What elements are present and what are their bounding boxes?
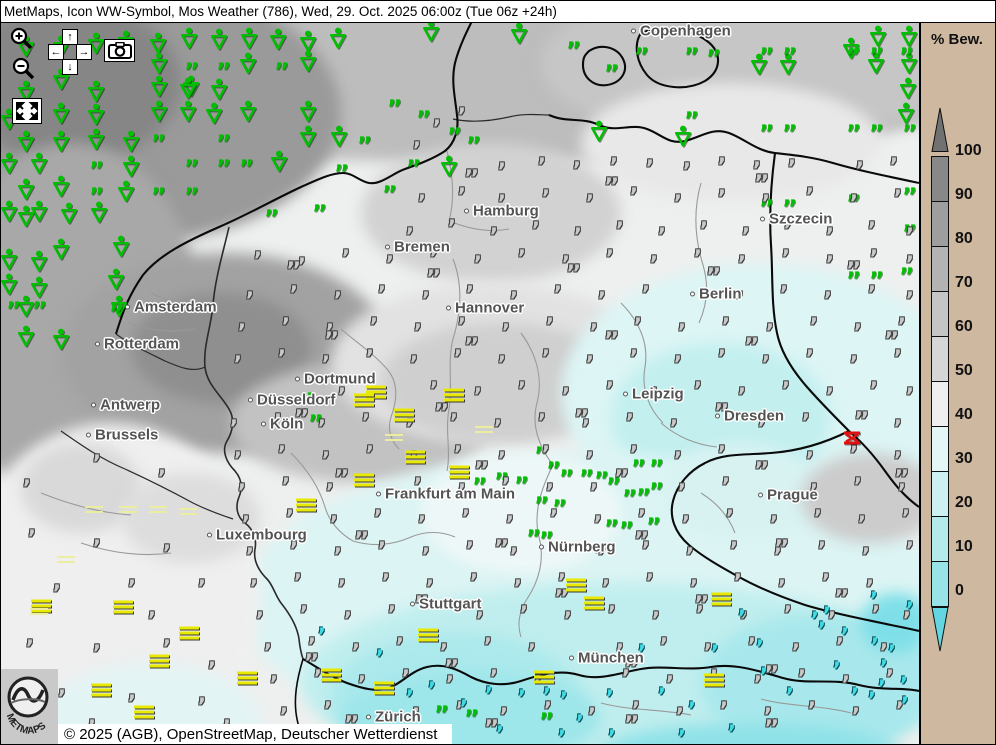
legend-tick-label: 20 (955, 494, 973, 511)
legend-segment (931, 561, 949, 607)
legend-segment (931, 516, 949, 562)
legend-segment (931, 291, 949, 337)
legend-tick-label: 0 (955, 582, 964, 599)
expand-icon (15, 101, 39, 121)
pan-right-button[interactable]: → (76, 44, 92, 60)
zoom-in-button[interactable] (9, 26, 37, 54)
legend-tick-label: 50 (955, 362, 973, 379)
legend-segment (931, 246, 949, 292)
legend-tip-top (931, 107, 949, 152)
arrow-right-icon: → (78, 45, 90, 58)
cloud-blob (861, 593, 919, 653)
fullscreen-button[interactable] (12, 98, 42, 124)
legend-segment (931, 201, 949, 247)
legend-title: % Bew. (931, 31, 983, 48)
legend-segment (931, 336, 949, 382)
title-bar: MetMaps, Icon WW-Symbol, Mos Weather (78… (1, 1, 995, 23)
legend-tick-label: 40 (955, 406, 973, 423)
legend-panel: % Bew. 100 90 80 70 60 50 40 30 20 10 0 (919, 23, 995, 744)
pan-left-button[interactable]: ← (48, 44, 64, 60)
copyright-bar: © 2025 (AGB), OpenStreetMap, Deutscher W… (58, 724, 452, 744)
legend-segment (931, 426, 949, 472)
legend-tick-label: 100 (955, 142, 982, 159)
zoom-out-button[interactable] (11, 56, 39, 84)
cloud-blob (581, 83, 881, 203)
metmaps-logo: METMAPS (1, 669, 58, 744)
arrow-up-icon: ↑ (67, 30, 73, 43)
cloud-blob (361, 143, 621, 283)
pan-up-button[interactable]: ↑ (62, 29, 78, 45)
legend-tick-label: 10 (955, 538, 973, 555)
magnifier-plus-icon (9, 26, 37, 52)
legend-color-bar (931, 106, 949, 658)
magnifier-minus-icon (11, 56, 39, 82)
legend-tick-label: 70 (955, 274, 973, 291)
country-borders-layer (40, 23, 919, 744)
arrow-down-icon: ↓ (67, 60, 73, 73)
cloud-blob (601, 723, 901, 744)
legend-tick-label: 30 (955, 450, 973, 467)
legend-tick-label: 90 (955, 186, 973, 203)
legend-tick-label: 80 (955, 230, 973, 247)
legend-segment (931, 156, 949, 202)
pan-down-button[interactable]: ↓ (62, 59, 78, 75)
cloud-blob (121, 473, 261, 563)
legend-tip-bottom (931, 607, 949, 652)
legend-segment (931, 471, 949, 517)
cloud-blob (661, 443, 821, 543)
map-canvas[interactable]: ,,,,,,,,,,,,,,,,,,,,,,,,,,,,,,,,,,,,,,,,… (1, 23, 919, 744)
legend-segment (931, 381, 949, 427)
cloud-blob (801, 453, 919, 543)
camera-icon (107, 42, 132, 59)
snapshot-button[interactable] (104, 39, 135, 62)
arrow-left-icon: ← (50, 45, 62, 58)
legend-tick-label: 60 (955, 318, 973, 335)
